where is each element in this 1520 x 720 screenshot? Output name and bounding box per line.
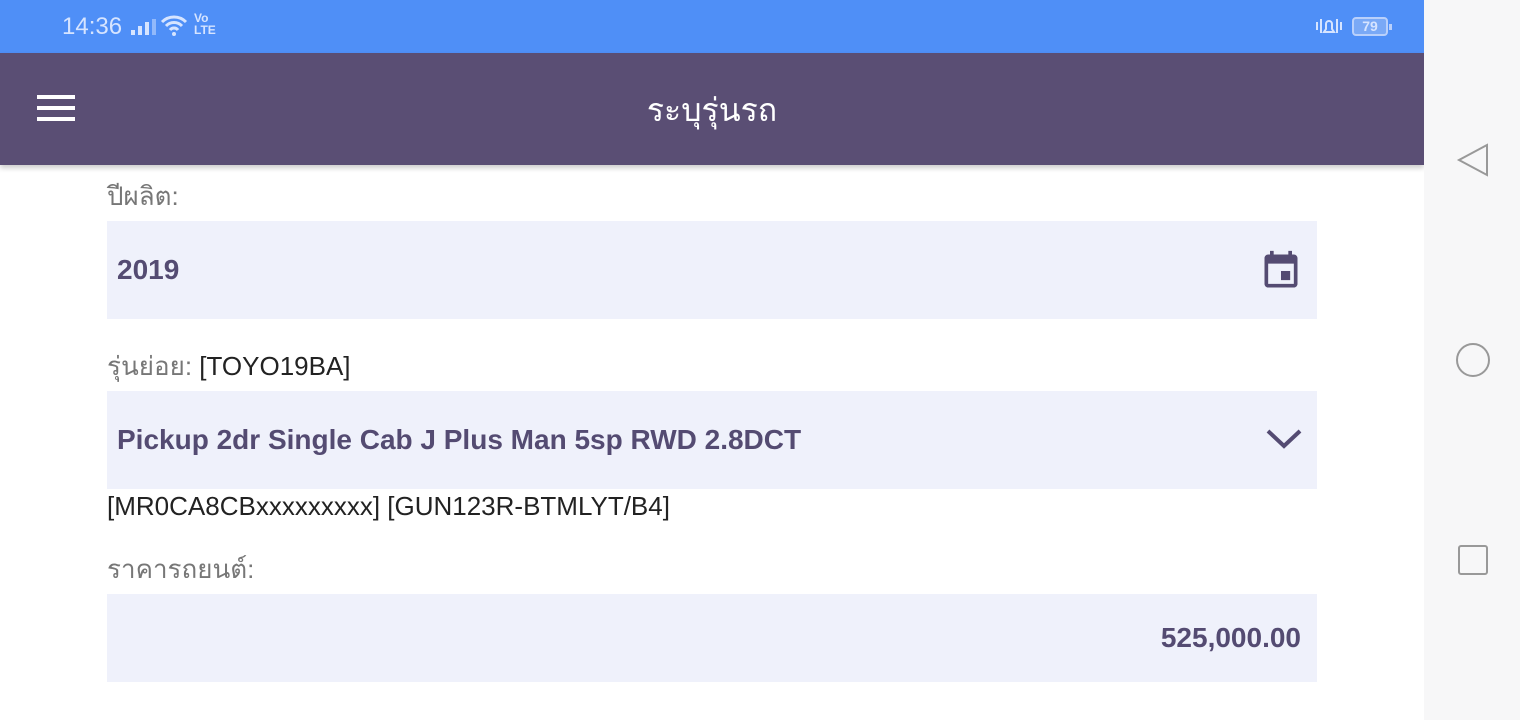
hamburger-icon[interactable]: [37, 95, 75, 121]
submodel-dropdown[interactable]: Pickup 2dr Single Cab J Plus Man 5sp RWD…: [107, 391, 1317, 489]
page-title: ระบุรุ่นรถ: [646, 92, 778, 128]
battery-icon: 79: [1352, 17, 1392, 36]
clock: 14:36: [62, 13, 123, 40]
year-field[interactable]: 2019: [107, 221, 1317, 319]
year-label: ปีผลิต:: [107, 181, 179, 211]
submodel-label: รุ่นย่อย: [TOYO19BA]: [107, 350, 1317, 382]
status-bar: 14:36 Vo LTE 79: [0, 0, 1424, 53]
signal-icon: [131, 19, 156, 35]
year-value: 2019: [117, 254, 180, 285]
calendar-icon[interactable]: [1259, 249, 1303, 293]
recents-icon[interactable]: [1455, 544, 1491, 576]
home-icon[interactable]: [1455, 342, 1491, 378]
price-label: ราคารถยนต์:: [107, 554, 255, 584]
navigation-bar: [1424, 0, 1520, 720]
submodel-label-text: รุ่นย่อย:: [107, 351, 193, 381]
submodel-note: [MR0CA8CBxxxxxxxxx] [GUN123R-BTMLYT/B4]: [107, 491, 670, 521]
vibrate-icon: [1316, 19, 1342, 33]
price-field[interactable]: 525,000.00: [107, 594, 1317, 682]
submodel-value: Pickup 2dr Single Cab J Plus Man 5sp RWD…: [117, 424, 802, 455]
volte-icon: Vo LTE: [194, 11, 216, 37]
app-bar: ระบุรุ่นรถ: [0, 53, 1424, 165]
price-value: 525,000.00: [1160, 622, 1301, 653]
wifi-icon: [160, 15, 188, 36]
back-icon[interactable]: [1455, 142, 1491, 178]
submodel-code: [TOYO19BA]: [199, 351, 351, 381]
chevron-down-icon[interactable]: [1265, 427, 1303, 451]
